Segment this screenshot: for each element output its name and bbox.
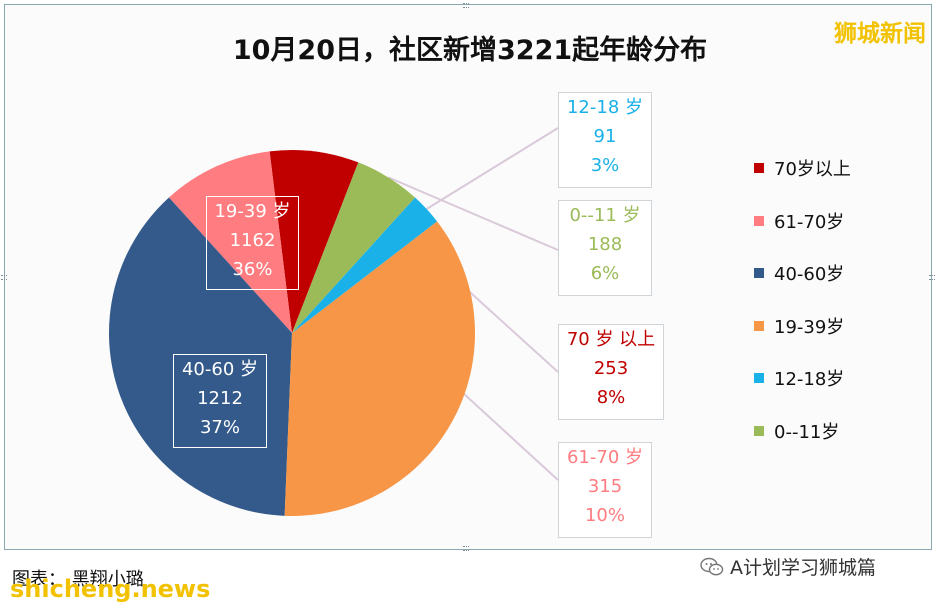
callout-0-11-value: 188 xyxy=(587,234,623,255)
legend-item-4: 12-18岁 xyxy=(754,365,914,418)
callout-0-11-name: 0--11 岁 xyxy=(569,205,641,226)
legend-item-1: 61-70岁 xyxy=(754,208,914,261)
wechat-account: A计划学习狮城篇 xyxy=(700,553,876,580)
label-40-60-value: 1212 xyxy=(197,388,243,409)
legend-item-5: 0--11岁 xyxy=(754,418,914,471)
chart-title: 10月20日，社区新增3221起年龄分布 xyxy=(232,35,708,66)
callout-61-70-pct: 10% xyxy=(584,505,625,526)
callout-61-70: 61-70 岁 315 10% xyxy=(558,442,652,538)
legend-swatch xyxy=(754,163,764,173)
legend-swatch xyxy=(754,268,764,278)
callout-12-18: 12-18 岁 91 3% xyxy=(558,92,652,188)
pie-slice-3[interactable] xyxy=(284,221,475,516)
callout-70plus-value: 253 xyxy=(593,358,629,379)
callout-70plus-name: 70 岁 以上 xyxy=(566,329,656,350)
pie-slice-4[interactable] xyxy=(292,197,438,333)
pie-slice-5[interactable] xyxy=(292,162,416,333)
resize-handle-left[interactable] xyxy=(1,275,7,280)
leader-line-5 xyxy=(387,176,559,251)
legend-item-0: 70岁以上 xyxy=(754,155,914,208)
legend-label: 0--11岁 xyxy=(774,421,840,443)
callout-12-18-value: 91 xyxy=(593,126,617,147)
legend-label: 19-39岁 xyxy=(774,316,845,338)
resize-handle-right[interactable] xyxy=(929,275,935,280)
legend-label: 61-70岁 xyxy=(774,211,845,233)
legend-swatch xyxy=(754,320,764,331)
callout-61-70-name: 61-70 岁 xyxy=(566,447,644,468)
callout-61-70-value: 315 xyxy=(587,476,623,497)
wechat-icon xyxy=(700,557,724,575)
resize-handle-top[interactable] xyxy=(463,3,469,8)
legend-swatch xyxy=(754,425,764,436)
label-19-39-value: 1162 xyxy=(229,230,276,251)
callout-70plus: 70 岁 以上 253 8% xyxy=(558,324,664,420)
legend-item-2: 40-60岁 xyxy=(754,260,914,313)
leader-line-4 xyxy=(426,127,559,210)
chart-credit: 图表： 黑翔小璐 xyxy=(12,569,144,590)
legend-label: 12-18岁 xyxy=(774,369,845,390)
legend-label: 40-60岁 xyxy=(774,264,845,285)
label-19-39-pct: 36% xyxy=(232,259,273,280)
callout-70plus-pct: 8% xyxy=(596,387,626,408)
chart-legend: 70岁以上 61-70岁 40-60岁 19-39岁 12-18岁 0--11岁 xyxy=(754,155,914,470)
label-19-39: 19-39 岁 1162 36% xyxy=(206,196,299,290)
label-40-60-pct: 37% xyxy=(199,417,240,438)
pie-slices xyxy=(109,149,475,516)
label-19-39-name: 19-39 岁 xyxy=(214,201,291,222)
callout-12-18-pct: 3% xyxy=(590,155,620,176)
legend-label: 70岁以上 xyxy=(774,159,851,180)
callout-0-11: 0--11 岁 188 6% xyxy=(558,200,652,296)
legend-swatch xyxy=(754,373,764,383)
pie-slice-2[interactable] xyxy=(109,197,292,516)
pie-slice-0[interactable] xyxy=(269,149,359,333)
wechat-account-name: A计划学习狮城篇 xyxy=(730,557,876,579)
label-40-60-name: 40-60 岁 xyxy=(181,359,259,380)
legend-swatch xyxy=(754,215,764,226)
resize-handle-bottom[interactable] xyxy=(463,546,469,551)
callout-0-11-pct: 6% xyxy=(590,263,620,284)
label-40-60: 40-60 岁 1212 37% xyxy=(173,354,267,448)
brand-logo-text: 狮城新闻 xyxy=(834,21,926,47)
site-watermark: shicheng.news xyxy=(10,575,211,603)
callout-12-18-name: 12-18 岁 xyxy=(566,97,644,118)
legend-item-3: 19-39岁 xyxy=(754,313,914,366)
